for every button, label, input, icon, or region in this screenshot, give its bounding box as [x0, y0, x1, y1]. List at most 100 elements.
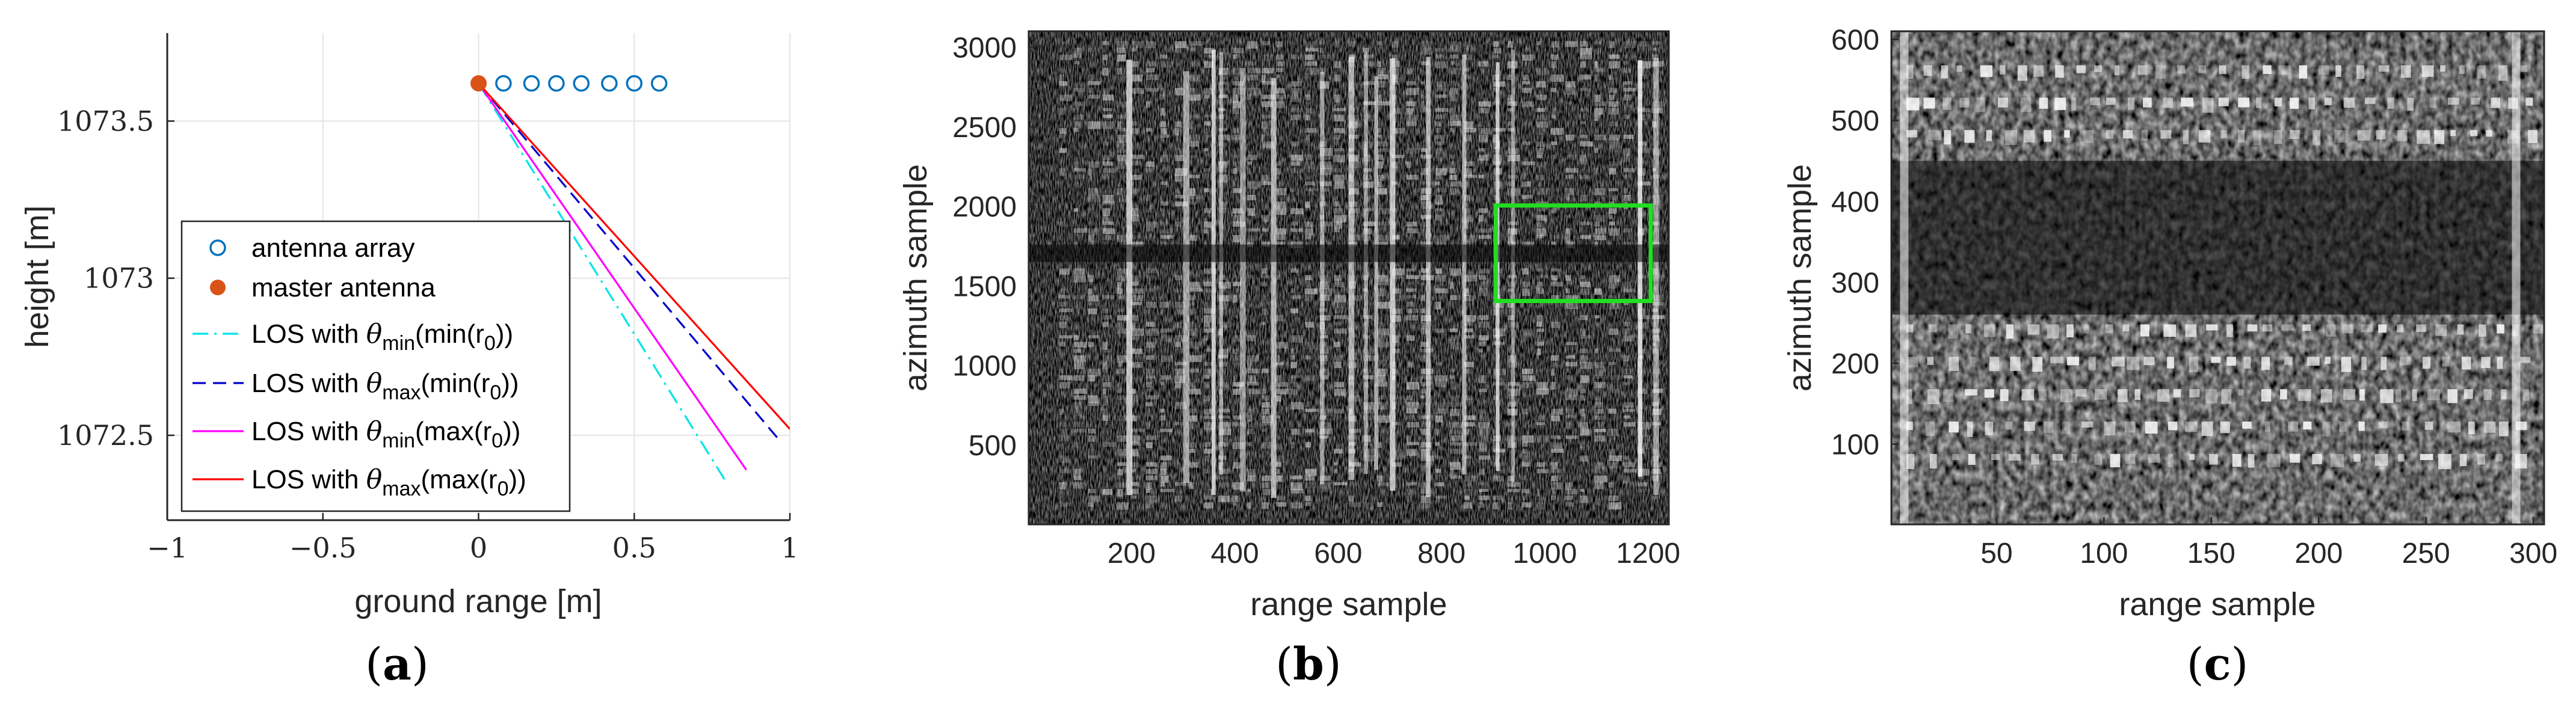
zoom-bright-structure — [2420, 453, 2433, 461]
sar-texture-patch — [1334, 108, 1346, 111]
sar-texture-patch — [1623, 88, 1636, 92]
sar-texture-patch — [1102, 415, 1109, 422]
sar-texture-patch — [1464, 502, 1473, 509]
zoom-bright-structure — [2021, 389, 2035, 401]
sar-texture-patch — [1623, 422, 1636, 427]
sar-texture-patch — [1391, 462, 1402, 467]
antenna-array-point — [650, 75, 668, 92]
sar-texture-patch — [1536, 335, 1541, 343]
sar-texture-patch — [1420, 41, 1431, 48]
sar-texture-patch — [1478, 415, 1490, 422]
sar-texture-patch — [1145, 368, 1154, 375]
sar-texture-patch — [1551, 442, 1563, 449]
sar-bright-column — [1212, 49, 1216, 496]
sar-texture-patch — [1406, 295, 1417, 299]
sar-texture-patch — [1276, 161, 1281, 166]
legend-text-prefix: LOS with — [251, 319, 366, 349]
zoom-bright-structure — [1943, 389, 1953, 402]
zoom-bright-structure — [2440, 65, 2445, 72]
sar-texture-patch — [1189, 328, 1198, 336]
sar-texture-patch — [1536, 161, 1547, 168]
sar-texture-patch — [1363, 81, 1375, 85]
sar-texture-patch — [1406, 301, 1414, 307]
sar-texture-patch — [1290, 402, 1304, 410]
sar-texture-patch — [1218, 281, 1231, 289]
zoom-bright-structure — [2112, 357, 2125, 367]
zoom-bright-structure — [2498, 65, 2508, 81]
sar-texture-patch — [1145, 74, 1159, 80]
zoom-bright-structure — [2181, 97, 2193, 107]
sar-texture-patch — [1464, 48, 1469, 55]
zoom-bright-structure — [2083, 324, 2089, 334]
sar-texture-patch — [1406, 228, 1419, 234]
sar-texture-patch — [1363, 348, 1374, 355]
sar-texture-patch — [1580, 388, 1586, 394]
sar-texture-patch — [1305, 221, 1314, 228]
zoom-bright-structure — [1927, 357, 1934, 365]
sar-texture-patch — [1262, 368, 1269, 373]
sar-texture-patch — [1117, 308, 1125, 313]
sar-texture-patch — [1102, 488, 1112, 495]
sar-texture-patch — [1276, 361, 1284, 366]
sar-texture-patch — [1204, 308, 1215, 314]
sar-texture-patch — [1449, 375, 1455, 379]
sar-texture-patch — [1435, 195, 1443, 201]
zoom-bright-structure — [2168, 453, 2174, 467]
sar-texture-patch — [1189, 188, 1195, 196]
sar-texture-patch — [1276, 54, 1283, 60]
sar-texture-patch — [1551, 41, 1559, 48]
sar-texture-patch — [1609, 462, 1618, 469]
sar-texture-patch — [1406, 81, 1416, 85]
sar-texture-patch — [1594, 402, 1603, 408]
sar-texture-patch — [1551, 415, 1560, 422]
sar-texture-patch — [1580, 195, 1588, 201]
sar-texture-patch — [1117, 435, 1127, 442]
sar-texture-patch — [1305, 295, 1311, 301]
sar-texture-patch — [1305, 355, 1311, 360]
zoom-bright-structure — [1989, 357, 2000, 372]
panel-b-sar-image: 200 400 600 800 1000 120050010001500200025003… — [898, 30, 1680, 622]
sar-texture-patch — [1464, 295, 1474, 301]
sar-texture-patch — [1536, 368, 1543, 373]
sar-texture-patch — [1117, 382, 1123, 390]
sar-texture-patch — [1102, 195, 1115, 203]
sar-texture-patch — [1478, 375, 1487, 383]
legend-function: (max(r — [415, 417, 491, 446]
sar-texture-patch — [1623, 67, 1632, 73]
sar-texture-patch — [1276, 375, 1281, 382]
sar-texture-patch — [1580, 348, 1588, 354]
sar-texture-patch — [1059, 348, 1066, 355]
sar-texture-patch — [1145, 195, 1150, 201]
sar-texture-patch — [1551, 475, 1558, 482]
sar-texture-patch — [1580, 235, 1591, 239]
sar-texture-patch — [1233, 155, 1238, 159]
sar-texture-patch — [1131, 322, 1136, 330]
zoom-bright-structure — [2247, 324, 2258, 332]
caption-a-letter: a — [383, 639, 411, 690]
sar-texture-patch — [1406, 88, 1419, 96]
sar-texture-patch — [1276, 415, 1281, 419]
sar-texture-patch — [1493, 134, 1499, 143]
sar-texture-patch — [1059, 322, 1067, 328]
sar-texture-patch — [1247, 235, 1256, 241]
sar-texture-patch — [1580, 281, 1591, 287]
zoom-bright-structure — [2118, 389, 2128, 402]
sar-texture-patch — [1131, 61, 1138, 67]
y-tick-label: 1500 — [952, 271, 1017, 302]
sar-texture-patch — [1464, 235, 1477, 243]
sar-texture-patch — [1204, 134, 1214, 138]
sar-texture-patch — [1247, 195, 1256, 201]
sar-texture-patch — [1638, 348, 1650, 354]
sar-texture-patch — [1262, 41, 1271, 46]
legend-label-5: LOS with θmax(max(r0)) — [251, 464, 526, 500]
sar-texture-patch — [1247, 442, 1252, 446]
sar-texture-patch — [1204, 61, 1214, 68]
sar-texture-patch — [1204, 322, 1210, 328]
zoom-bright-structure — [2334, 130, 2347, 143]
sar-texture-patch — [1449, 342, 1460, 349]
zoom-bright-structure — [2468, 421, 2475, 434]
y-axis-label: azimuth sample — [1782, 164, 1818, 391]
sar-texture-patch — [1073, 475, 1082, 480]
sar-texture-patch — [1638, 61, 1651, 69]
sar-texture-patch — [1102, 108, 1113, 111]
